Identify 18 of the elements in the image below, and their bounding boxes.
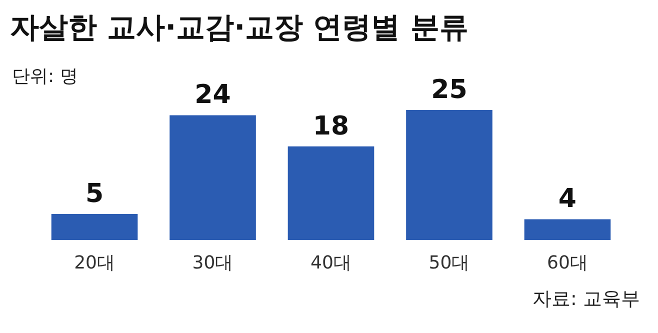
bar	[170, 115, 256, 240]
chart-title: 자살한 교사·교감·교장 연령별 분류	[10, 9, 468, 46]
text: 자료: 교육부	[532, 287, 640, 312]
bar	[524, 219, 611, 240]
data-label: 25	[431, 75, 468, 105]
data-label: 4	[558, 184, 577, 214]
bar	[288, 146, 374, 240]
data-label: 24	[194, 80, 231, 110]
bar	[406, 110, 492, 240]
x-tick-label: 60대	[547, 252, 588, 274]
chart-subtitle: 단위: 명	[12, 65, 78, 88]
x-tick-label: 40대	[310, 252, 352, 274]
bar	[51, 214, 138, 240]
data-label: 5	[85, 179, 104, 209]
x-tick-label: 30대	[192, 252, 234, 274]
x-tick-label: 50대	[428, 252, 470, 274]
data-label: 18	[312, 111, 350, 142]
x-tick-label: 20대	[74, 252, 115, 274]
